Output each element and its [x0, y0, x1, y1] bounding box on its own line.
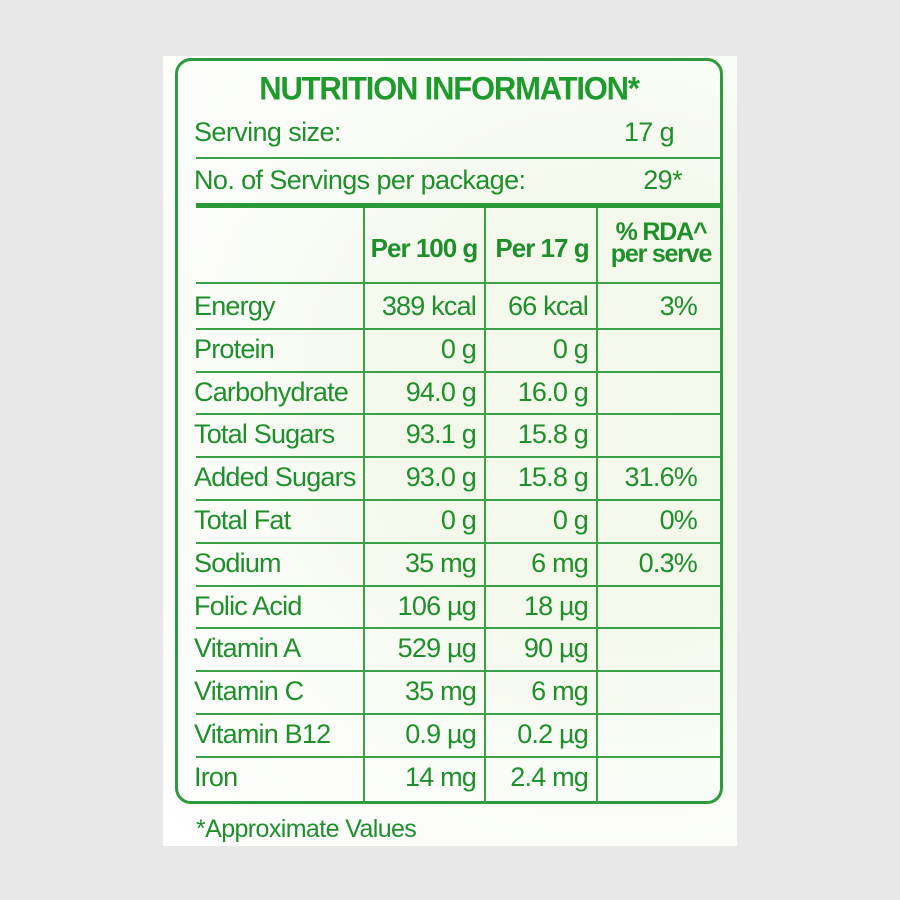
per-17g-value: 6 mg: [531, 676, 589, 707]
nutrient-name: Total Fat: [194, 505, 291, 535]
nutrient-name: Folic Acid: [194, 590, 302, 621]
header-rda-line2: per serve: [610, 240, 713, 268]
per-100g-value: 35 mg: [404, 676, 477, 707]
row-divider: [196, 584, 720, 587]
per-100g-value: 93.0 g: [405, 462, 477, 493]
per-17g-value: 0 g: [552, 333, 589, 364]
per-17g-value: 15.8 g: [517, 462, 589, 493]
header-per-17g: Per 17 g: [495, 233, 589, 263]
nutrient-name: Vitamin A: [194, 633, 301, 664]
nutrient-name: Total Sugars: [194, 419, 335, 450]
nutrient-name: Added Sugars: [194, 462, 356, 493]
nutrient-name: Vitamin C: [194, 676, 304, 707]
servings-per-package-label: No. of Servings per package:: [194, 165, 526, 195]
per-100g-value: 0 g: [440, 333, 477, 364]
header-per-100g: Per 100 g: [370, 233, 479, 263]
per-100g-value: 35 mg: [404, 547, 477, 578]
row-divider: [196, 413, 720, 416]
row-divider: [196, 456, 720, 459]
per-17g-value: 2.4 mg: [510, 761, 589, 792]
column-divider: [596, 208, 598, 804]
per-17g-value: 0.2 µg: [517, 719, 589, 749]
per-100g-value: 94.0 g: [405, 376, 477, 407]
column-divider: [484, 208, 486, 804]
per-17g-value: 0 g: [552, 505, 589, 535]
row-divider: [196, 670, 720, 673]
per-17g-value: 15.8 g: [517, 419, 589, 450]
nutrient-name: Vitamin B12: [194, 719, 331, 749]
nutrition-panel: NUTRITION INFORMATION* Serving size: 17 …: [175, 58, 723, 843]
nutrient-name: Iron: [194, 761, 238, 792]
label-title: NUTRITION INFORMATION*: [259, 70, 640, 107]
serving-size-label: Serving size:: [194, 117, 341, 147]
per-100g-value: 0 g: [440, 505, 477, 535]
per-100g-value: 106 µg: [397, 590, 477, 621]
per-17g-value: 16.0 g: [517, 376, 589, 407]
serving-size-value: 17 g: [623, 117, 675, 147]
nutrient-name: Protein: [194, 333, 275, 364]
nutrient-name: Sodium: [194, 547, 282, 578]
row-divider: [196, 327, 720, 330]
row-divider: [196, 627, 720, 630]
nutrition-label: NUTRITION INFORMATION* Serving size: 17 …: [163, 56, 737, 846]
per-100g-value: 14 mg: [404, 761, 477, 792]
per-17g-value: 18 µg: [523, 590, 589, 621]
row-divider: [196, 370, 720, 373]
per-17g-value: 6 mg: [531, 547, 589, 578]
header-rda-line1: % RDA^: [615, 218, 708, 246]
rda-value: 0.3%: [638, 547, 698, 578]
rda-value: 3%: [659, 291, 698, 321]
per-17g-value: 66 kcal: [508, 291, 589, 321]
divider: [196, 282, 720, 284]
per-100g-value: 529 µg: [397, 633, 477, 664]
row-divider: [196, 713, 720, 715]
nutrient-name: Carbohydrate: [194, 376, 349, 407]
per-100g-value: 93.1 g: [405, 419, 477, 450]
per-100g-value: 0.9 µg: [405, 719, 477, 749]
per-17g-value: 90 µg: [523, 633, 589, 664]
nutrient-name: Energy: [194, 291, 276, 321]
thick-divider: [196, 203, 720, 208]
per-100g-value: 389 kcal: [381, 291, 477, 321]
servings-per-package-value: 29*: [643, 165, 682, 195]
divider: [196, 157, 720, 159]
footnote: *Approximate Values: [196, 815, 417, 843]
row-divider: [196, 541, 720, 544]
rda-value: 31.6%: [624, 462, 697, 493]
rda-value: 0%: [659, 505, 698, 535]
column-divider: [363, 208, 365, 804]
header-rda: % RDA^ per serve: [599, 218, 723, 268]
row-divider: [196, 755, 720, 758]
row-divider: [196, 499, 720, 501]
